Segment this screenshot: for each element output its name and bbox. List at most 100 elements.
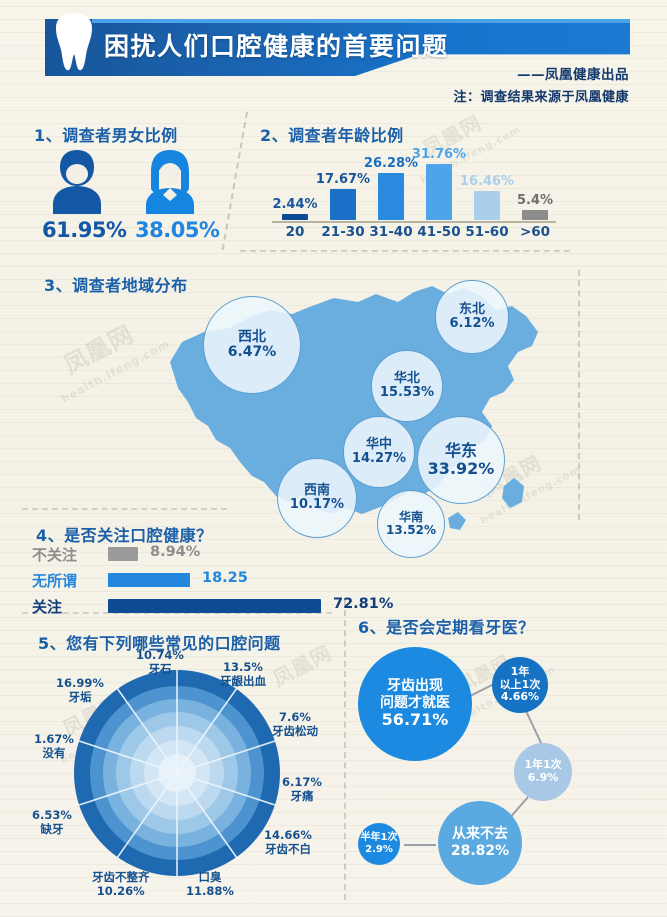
dentist-visit-bubble[interactable]: 1年1次 6.9% <box>514 743 572 801</box>
age-category-label: 41-50 <box>417 224 461 240</box>
byline: ——凤凰健康出品 <box>517 67 629 83</box>
dentist-visit-bubble[interactable]: 从来不去 28.82% <box>438 801 522 885</box>
section-1-title: 1、调查者男女比例 <box>34 126 178 145</box>
oral-problem-label: 7.6% 牙齿松动 <box>272 710 318 738</box>
oral-problem-label: 14.66% 牙齿不白 <box>264 828 312 856</box>
attention-bar <box>108 573 190 587</box>
oral-problem-label: 口臭 11.88% <box>186 870 234 898</box>
age-bar <box>330 188 356 220</box>
attention-row: 不关注 8.94% <box>32 544 342 566</box>
divider-s4-s5 <box>22 612 332 614</box>
age-bar-value: 17.67% <box>315 171 371 187</box>
oral-problem-label: 16.99% 牙垢 <box>56 676 104 704</box>
dentist-visit-name: 从来不去 <box>452 826 508 843</box>
age-bar-column: 26.28% <box>364 148 418 220</box>
radar-chart-graphic <box>74 670 280 876</box>
divider-s2-s3 <box>240 250 570 252</box>
section-5-title: 5、您有下列哪些常见的口腔问题 <box>38 634 281 653</box>
section-6-title: 6、是否会定期看牙医？ <box>358 618 535 637</box>
oral-problem-name: 牙石 <box>148 662 172 677</box>
oral-problem-value: 14.66% <box>264 828 312 842</box>
divider-s5-s6 <box>344 600 346 900</box>
oral-problem-name: 牙齿松动 <box>272 724 318 739</box>
header-accent-line <box>92 19 630 23</box>
region-value: 6.47% <box>227 344 277 360</box>
region-bubble[interactable]: 华北 15.53% <box>371 350 443 422</box>
region-name: 华南 <box>398 509 423 524</box>
age-category-label: 51-60 <box>465 224 509 240</box>
attention-value: 72.81% <box>333 596 394 612</box>
age-bar <box>474 190 500 220</box>
oral-problem-label: 13.5% 牙龈出血 <box>220 660 266 688</box>
male-icon <box>53 150 101 214</box>
dentist-visit-value: 6.9% <box>527 771 559 784</box>
dentist-visit-name: 1年1次 <box>524 758 562 772</box>
divider-s1-s2 <box>221 111 248 251</box>
attention-label: 关注 <box>32 598 63 616</box>
dentist-visit-value: 2.9% <box>365 844 393 855</box>
region-value: 14.27% <box>351 451 407 466</box>
section-2-title: 2、调查者年龄比例 <box>260 126 404 145</box>
age-bar-value: 16.46% <box>459 173 515 189</box>
male-percent: 61.95% <box>42 218 127 242</box>
age-bar <box>522 210 548 220</box>
attention-bar-chart: 不关注 8.94% 无所谓 18.25 关注 72.81% <box>32 544 393 629</box>
oral-problem-name: 牙龈出血 <box>220 674 266 689</box>
oral-problem-value: 6.17% <box>282 775 322 789</box>
oral-problem-label: 10.74% 牙石 <box>136 648 184 676</box>
age-bar-column: 17.67% <box>316 148 370 220</box>
region-bubble[interactable]: 东北 6.12% <box>435 280 509 354</box>
oral-problem-value: 6.53% <box>32 808 72 822</box>
tooth-icon <box>56 13 92 71</box>
oral-problem-value: 10.26% <box>96 884 145 899</box>
region-bubble[interactable]: 华中 14.27% <box>343 416 415 488</box>
dentist-visit-bubble[interactable]: 半年1次 2.9% <box>358 823 400 865</box>
oral-problem-value: 1.67% <box>34 732 74 746</box>
dentist-visit-bubbles: 牙齿出现 问题才就医 56.71% 1年 以上1次 4.66% 1年1次 6.9% 从来不去… <box>350 605 660 910</box>
age-bar-value: 31.76% <box>411 146 467 162</box>
oral-problem-name: 没有 <box>42 746 66 761</box>
region-name: 东北 <box>458 301 485 317</box>
attention-label: 不关注 <box>32 546 78 564</box>
region-name: 华北 <box>393 370 420 386</box>
region-value: 10.17% <box>289 497 345 512</box>
page-title: 困扰人们口腔健康的首要问题 <box>104 32 449 61</box>
region-bubble[interactable]: 华东 33.92% <box>417 416 505 504</box>
oral-problem-label: 6.53% 缺牙 <box>32 808 72 836</box>
female-percent: 38.05% <box>135 218 220 242</box>
age-category-label: >60 <box>519 224 551 240</box>
region-value: 15.53% <box>379 385 435 400</box>
section-3-title: 3、调查者地域分布 <box>44 276 188 295</box>
divider-s3-s4 <box>22 508 227 510</box>
region-bubble[interactable]: 华南 13.52% <box>377 490 445 558</box>
age-bar-value: 2.44% <box>272 197 318 212</box>
dentist-visit-name: 1年 以上1次 <box>499 664 541 691</box>
age-category-label: 21-30 <box>321 224 365 240</box>
dentist-visit-name: 半年1次 <box>360 832 398 844</box>
region-name: 华中 <box>365 436 392 452</box>
region-name: 西南 <box>303 482 330 498</box>
region-bubble[interactable]: 西北 6.47% <box>203 296 301 394</box>
oral-problem-label: 牙齿不整齐 10.26% <box>92 870 150 898</box>
oral-problem-value: 16.99% <box>56 676 104 690</box>
age-chart-labels: 20 21-30 31-40 41-50 51-60 >60 <box>272 224 562 244</box>
age-category-label: 31-40 <box>369 224 413 240</box>
oral-problem-name: 缺牙 <box>40 822 64 837</box>
oral-problem-value: 10.74% <box>136 648 184 662</box>
age-bar-column: 31.76% <box>412 147 466 220</box>
region-name: 西北 <box>238 328 266 345</box>
dentist-visit-bubble[interactable]: 1年 以上1次 4.66% <box>492 657 548 713</box>
oral-problem-name: 牙垢 <box>68 690 92 705</box>
oral-problems-radar: 10.74% 牙石 13.5% 牙龈出血 7.6% 牙齿松动 6.17% 牙痛 14.66% 牙齿… <box>14 620 344 910</box>
dentist-visit-value: 4.66% <box>500 690 540 704</box>
attention-row: 关注 72.81% <box>32 596 393 618</box>
region-bubbles: 西北 6.47% 东北 6.12% 华北 15.53% 华中 14.27% 华东 33.92% 西南… <box>165 268 585 558</box>
dentist-visit-bubble[interactable]: 牙齿出现 问题才就医 56.71% <box>358 647 472 761</box>
attention-bar <box>108 547 138 561</box>
age-bar-value: 26.28% <box>363 156 419 172</box>
dentist-visit-value: 28.82% <box>450 843 510 859</box>
age-bar <box>378 173 404 220</box>
attention-value: 18.25 <box>202 570 248 586</box>
region-bubble[interactable]: 西南 10.17% <box>277 458 357 538</box>
